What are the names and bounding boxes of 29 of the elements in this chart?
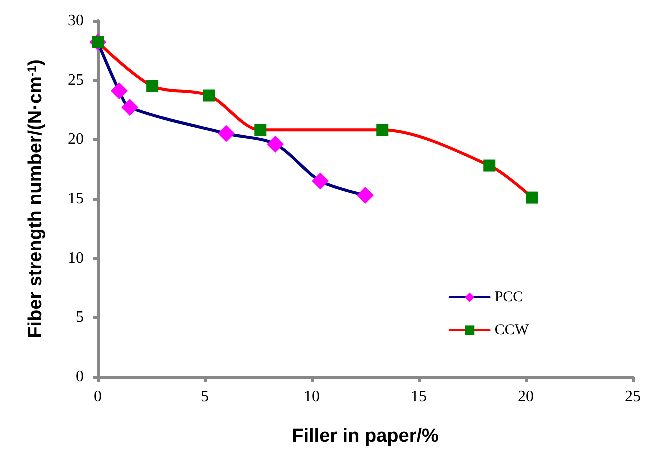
x-tick-label: 25 bbox=[625, 388, 641, 406]
point bbox=[146, 80, 159, 92]
point bbox=[484, 160, 496, 172]
y-tick-label: 0 bbox=[76, 368, 84, 386]
x-axis-title: Filler in paper/% bbox=[292, 426, 439, 447]
legend-label: CCW bbox=[494, 322, 530, 338]
x-tick-label: 0 bbox=[94, 388, 102, 406]
y-tick-label: 20 bbox=[68, 131, 84, 148]
x-tick-label: 20 bbox=[518, 388, 534, 406]
legend-label: PCC bbox=[494, 290, 524, 306]
y-axis-title: Fiber strength number/(N·cm-1) bbox=[25, 60, 46, 338]
point bbox=[357, 186, 374, 204]
point bbox=[526, 192, 538, 204]
point bbox=[122, 99, 139, 116]
point bbox=[218, 125, 235, 142]
point bbox=[312, 172, 330, 190]
y-tick-label: 30 bbox=[68, 12, 84, 30]
y-tick-label: 25 bbox=[68, 72, 84, 89]
y-tick-label: 10 bbox=[68, 250, 84, 267]
point bbox=[254, 124, 267, 136]
y-tick-label: 5 bbox=[76, 309, 84, 326]
x-tick-label: 15 bbox=[411, 388, 427, 406]
point bbox=[110, 82, 128, 100]
y-tick-label: 15 bbox=[68, 190, 84, 208]
x-tick-label: 5 bbox=[201, 388, 209, 406]
point bbox=[376, 124, 389, 136]
x-tick-label: 10 bbox=[304, 388, 320, 406]
point bbox=[267, 136, 284, 153]
point bbox=[203, 90, 216, 102]
